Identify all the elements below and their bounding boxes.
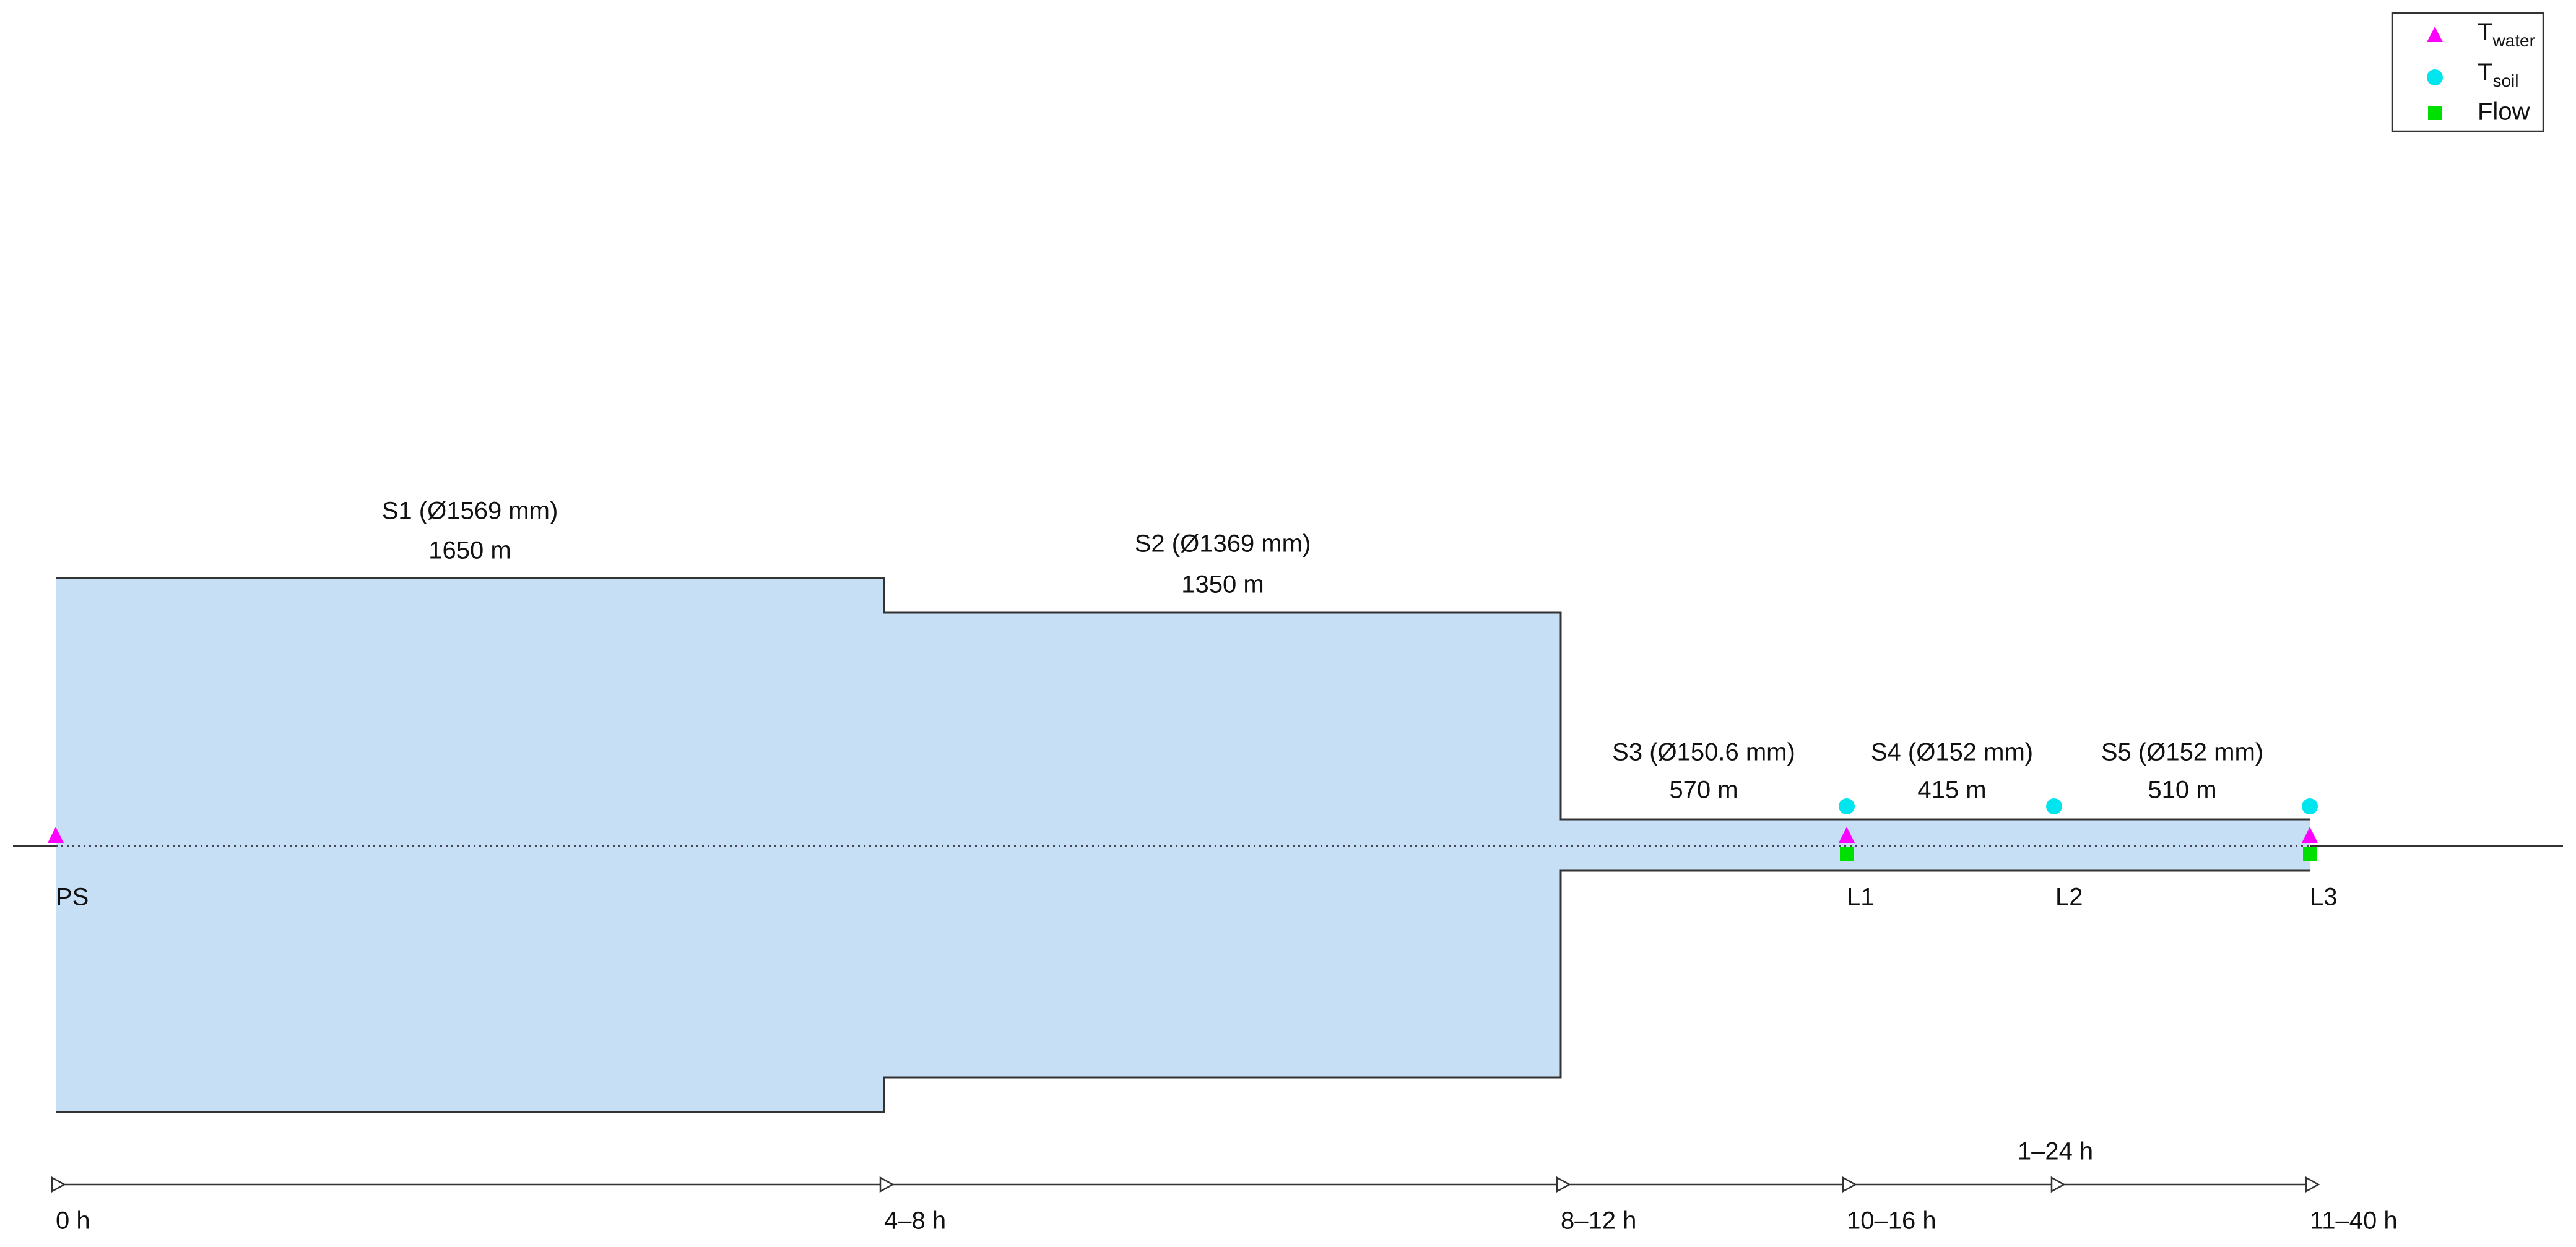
water-temp-sensor xyxy=(2302,827,2318,843)
time-label: 10–16 h xyxy=(1847,1207,1936,1235)
segment-length: 570 m xyxy=(1669,777,1738,804)
location-label: PS xyxy=(56,884,89,911)
segment-label: S3 (Ø150.6 mm) xyxy=(1612,739,1795,766)
timeline-arrow xyxy=(51,1176,66,1193)
legend-marker xyxy=(2427,69,2443,85)
segment-label: S4 (Ø152 mm) xyxy=(1871,739,2033,766)
timeline-arrow xyxy=(879,1176,895,1193)
water-temp-sensor xyxy=(1839,827,1855,843)
segment-label: S5 (Ø152 mm) xyxy=(2101,739,2263,766)
soil-temp-sensor xyxy=(2302,798,2318,814)
timeline-arrow xyxy=(2305,1176,2320,1193)
water-temp-sensor xyxy=(48,827,64,843)
location-label: L2 xyxy=(2055,884,2083,911)
soil-temp-sensor xyxy=(2046,798,2062,814)
time-label: 4–8 h xyxy=(884,1207,946,1235)
pipe-bottom-edge xyxy=(56,869,2310,1113)
location-label: L3 xyxy=(2310,884,2338,911)
segment-label: S1 (Ø1569 mm) xyxy=(382,498,558,525)
segment-length: 1650 m xyxy=(428,537,511,564)
legend-label: Twater xyxy=(2478,19,2535,51)
flow-sensor xyxy=(2303,847,2317,861)
legend-marker xyxy=(2427,27,2443,42)
flow-sensor xyxy=(1840,847,1854,861)
legend-marker xyxy=(2428,106,2442,120)
timeline-arrow xyxy=(2050,1176,2066,1193)
pipe-top-edge xyxy=(56,577,2310,821)
time-label: 1–24 h xyxy=(2018,1138,2093,1165)
legend-symbol: T xyxy=(2478,19,2492,46)
timeline-arrows xyxy=(51,1176,2320,1193)
segment-length: 510 m xyxy=(2148,777,2216,804)
segment-label: S2 (Ø1369 mm) xyxy=(1135,530,1311,558)
timeline-arrow xyxy=(1842,1176,1857,1193)
timeline-arrow xyxy=(1556,1176,1571,1193)
segment-length: 1350 m xyxy=(1181,571,1264,598)
legend-symbol: T xyxy=(2478,59,2492,86)
legend-label: Tsoil xyxy=(2478,59,2518,91)
pipe-fill xyxy=(56,578,2310,1112)
time-label: 0 h xyxy=(56,1207,90,1235)
location-label: L1 xyxy=(1847,884,1875,911)
legend-subscript: water xyxy=(2492,31,2535,50)
time-label: 8–12 h xyxy=(1561,1207,1636,1235)
legend-box xyxy=(2391,12,2544,132)
soil-temp-sensor xyxy=(1839,798,1855,814)
legend-label: Flow xyxy=(2478,98,2530,126)
segment-length: 415 m xyxy=(1917,777,1986,804)
time-label: 11–40 h xyxy=(2310,1207,2398,1235)
legend-subscript: soil xyxy=(2492,71,2518,90)
